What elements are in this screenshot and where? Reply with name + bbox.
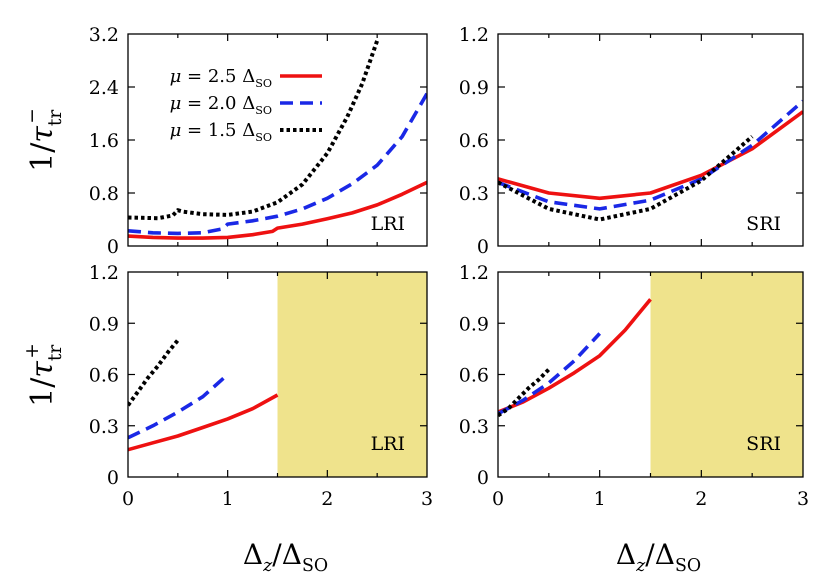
y-tick-label: 1.2 [459,24,489,46]
plot-frame [497,271,804,478]
y-tick-label: 0.3 [459,416,489,438]
y-tick-label: 0 [477,236,489,258]
shaded-region [277,272,427,477]
panel-top-left: 0 0.8 1.6 2.4 3.2 LRI 1/τtr− [22,24,428,258]
series-line-mu-1-5 [498,367,551,418]
x-tick-label: 3 [797,488,809,510]
annotation-label: LRI [371,213,405,235]
x-tick-label: 0 [492,488,504,510]
series-line-mu-1-5 [128,339,180,407]
legend-label: μ = 2.5 ΔSO [170,66,272,90]
annotation-label: LRI [371,433,405,455]
y-tick-label: 0.6 [459,365,489,387]
shaded-region [650,272,803,477]
panel-top-right: 0 0.3 0.6 0.9 1.2 SRI [459,24,804,258]
y-tick-label: 3.2 [89,24,119,46]
legend: μ = 2.5 ΔSO μ = 2.0 ΔSO μ = 1.5 ΔSO [170,66,322,144]
y-tick-label: 0.3 [459,183,489,205]
annotation-label: SRI [746,213,781,235]
x-tick-label: 1 [222,488,234,510]
y-axis-label-plus: 1/τtr+ [22,343,66,407]
series-line-mu-2-0 [128,92,427,236]
y-tick-label: 0.9 [89,313,119,335]
legend-entry-mu-2-0: μ = 2.0 ΔSO [170,93,322,117]
x-tick-label: 2 [695,488,707,510]
x-axis-label: Δz/ΔSO [616,538,701,576]
panel-bottom-left: 0 0.3 0.6 0.9 1.2 0 1 2 3 LRI 1/τtr+ Δz/ΔSO [22,262,433,576]
x-tick-label: 1 [594,488,606,510]
y-tick-label: 0.3 [89,416,119,438]
legend-label: μ = 2.0 ΔSO [170,93,272,117]
y-tick-label: 1.6 [89,130,119,152]
legend-label: μ = 1.5 ΔSO [170,120,272,144]
annotation-label: SRI [746,433,781,455]
series-line-mu-1-5 [498,134,754,222]
plot-frame [127,271,428,478]
x-tick-label: 0 [122,488,134,510]
x-tick-label: 3 [421,488,433,510]
series-line-mu-2-5 [128,393,279,452]
y-tick-label: 0.9 [459,77,489,99]
plot-frame [497,33,804,247]
y-tick-label: 0 [477,467,489,489]
y-tick-label: 0.9 [459,313,489,335]
plot-frame [127,33,428,247]
y-tick-label: 0.6 [459,130,489,152]
panel-bottom-right: 0 0.3 0.6 0.9 1.2 0 1 2 3 SRI Δz/ΔSO [459,262,809,576]
y-tick-label: 0.8 [89,183,119,205]
series-line-mu-2-5 [498,298,652,414]
series-line-mu-2-5 [498,110,803,201]
series-line-mu-1-5 [128,39,380,221]
x-axis-label: Δz/ΔSO [243,538,328,576]
y-tick-label: 2.4 [89,77,119,99]
y-tick-label: 0.6 [89,365,119,387]
x-tick-label: 2 [321,488,333,510]
y-tick-label: 1.2 [459,262,489,284]
y-axis-label-minus: 1/τtr− [22,108,66,172]
series-line-mu-2-0 [498,332,602,416]
y-tick-label: 1.2 [89,262,119,284]
legend-entry-mu-1-5: μ = 1.5 ΔSO [170,120,322,144]
y-tick-label: 0 [107,467,119,489]
series-line-mu-2-5 [128,180,427,240]
legend-entry-mu-2-5: μ = 2.5 ΔSO [170,66,322,90]
y-tick-label: 0 [107,236,119,258]
